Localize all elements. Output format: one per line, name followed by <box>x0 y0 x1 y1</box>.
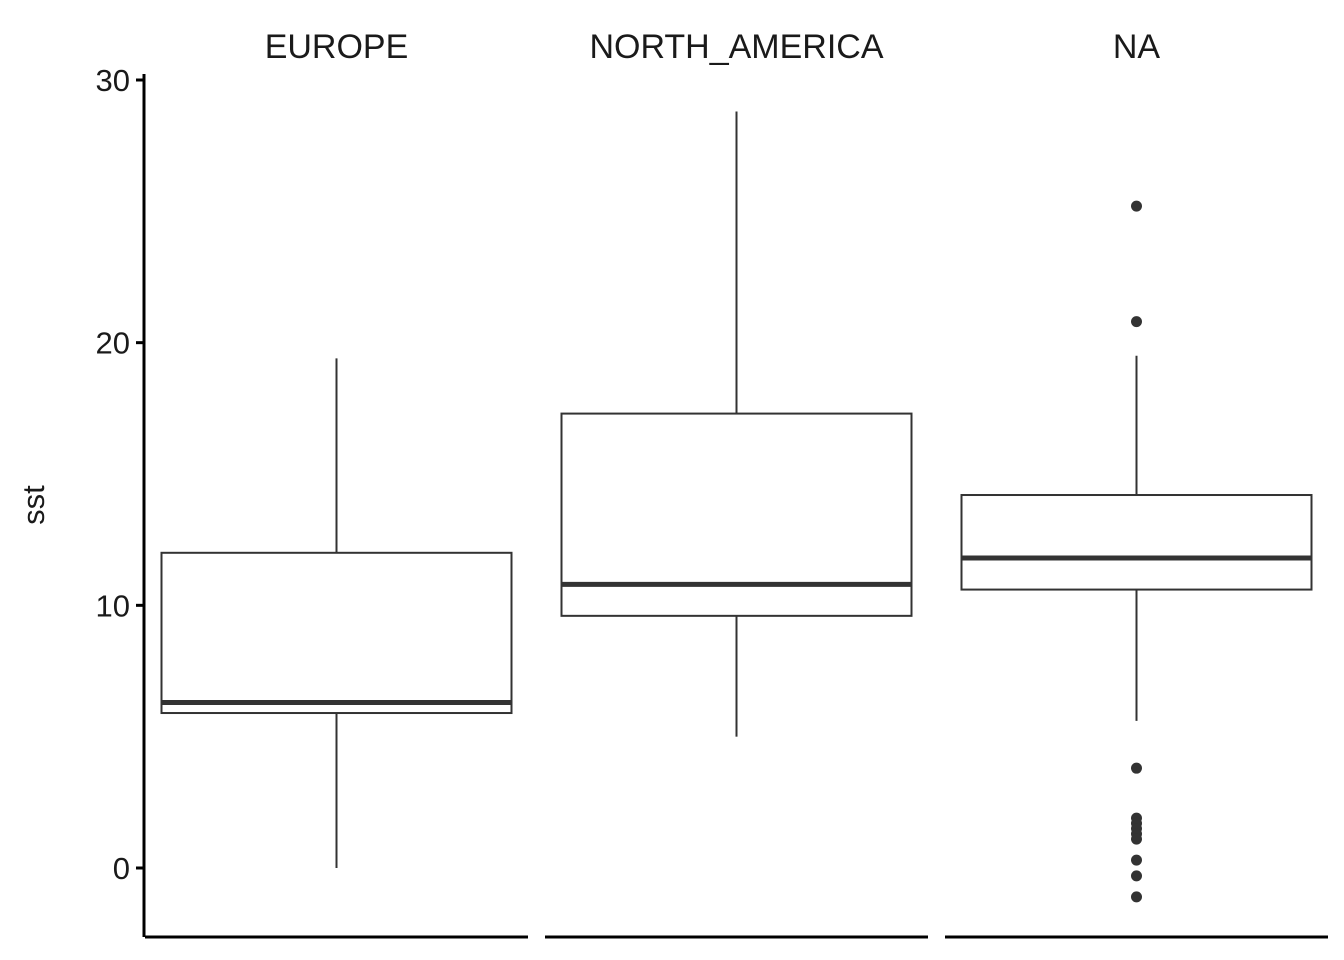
facet-panels: EUROPE NORTH_AMERICA NA <box>145 28 1328 939</box>
outlier-point <box>1131 762 1142 774</box>
y-tick-label: 10 <box>96 588 130 623</box>
facet-panel: NORTH_AMERICA <box>545 28 928 939</box>
outlier-point <box>1131 891 1142 903</box>
facet-strip-label: NORTH_AMERICA <box>589 28 883 66</box>
facet-strip-label: NA <box>1113 28 1161 66</box>
y-tick-label: 20 <box>96 326 130 361</box>
outlier-point <box>1131 316 1142 328</box>
facet-panel: EUROPE <box>145 28 528 939</box>
facet-panel: NA <box>945 28 1328 939</box>
y-axis-title: sst <box>16 485 51 525</box>
outlier-point <box>1131 200 1142 212</box>
iqr-box <box>960 494 1313 591</box>
y-tick-label: 30 <box>96 63 130 98</box>
facet-strip-label: EUROPE <box>265 28 409 66</box>
outlier-point <box>1131 833 1142 845</box>
y-axis: 0 10 20 30 <box>96 63 146 937</box>
outlier-point <box>1131 854 1142 866</box>
iqr-box <box>160 551 513 715</box>
outlier-point <box>1131 870 1142 882</box>
y-tick-label: 0 <box>113 851 130 886</box>
